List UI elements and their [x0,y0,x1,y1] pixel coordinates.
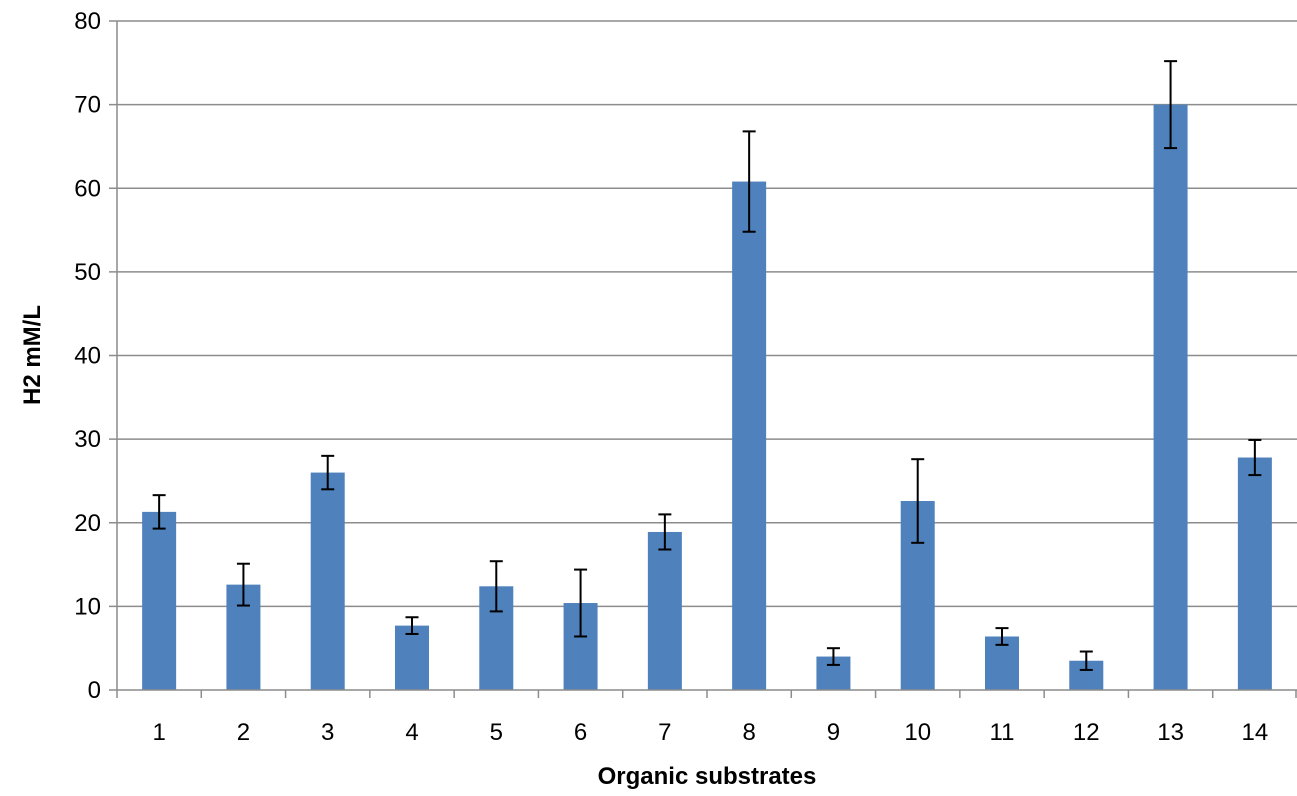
error-bar-12 [1079,650,1093,671]
x-tick-label: 9 [827,719,840,746]
y-tick-label: 80 [74,8,101,35]
x-tick-label: 2 [237,719,250,746]
x-tick-label: 14 [1242,719,1269,746]
y-tick-label: 70 [74,92,101,119]
bars [142,104,1272,690]
error-bar-5 [489,560,503,613]
bar-3 [310,472,345,690]
y-tick-label: 50 [74,259,101,286]
y-tick-label: 60 [74,175,101,202]
y-tick-label: 30 [74,426,101,453]
x-tick-label: 8 [742,719,755,746]
x-tick-label: 13 [1157,719,1184,746]
y-tick-label: 20 [74,510,101,537]
x-tick-label: 6 [574,719,587,746]
x-tick-label: 12 [1073,719,1100,746]
bar-1 [142,511,177,690]
error-bar-8 [742,130,756,233]
bar-4 [395,625,429,690]
error-bar-2 [236,562,250,607]
x-tick-label: 3 [321,719,334,746]
x-tick-label: 1 [152,719,165,746]
y-axis-title: H2 mM/L [19,305,46,405]
error-bar-13 [1164,60,1178,150]
x-axis-title: Organic substrates [598,763,817,790]
error-bars [152,60,1262,671]
bar-13 [1153,104,1188,690]
y-tick-label: 40 [74,343,101,370]
y-tick-label: 10 [74,593,101,620]
error-bar-9 [826,647,840,666]
bar-7 [647,531,682,690]
error-bar-10 [911,458,925,544]
x-tick-label: 4 [405,719,418,746]
x-tick-label: 7 [658,719,671,746]
error-bar-1 [152,494,166,530]
error-bar-4 [405,616,419,635]
error-bar-11 [995,627,1009,646]
x-tick-label: 11 [990,719,1015,746]
axes [109,20,1297,698]
bar-14 [1237,457,1272,690]
gridlines [117,20,1297,608]
x-tick-label: 5 [490,719,503,746]
error-bar-14 [1248,438,1262,477]
error-bar-7 [658,513,672,551]
y-tick-label: 0 [88,677,101,704]
x-tick-label: 10 [904,719,931,746]
bar-8 [732,181,767,690]
error-bar-6 [574,568,588,638]
error-bar-3 [321,454,335,491]
